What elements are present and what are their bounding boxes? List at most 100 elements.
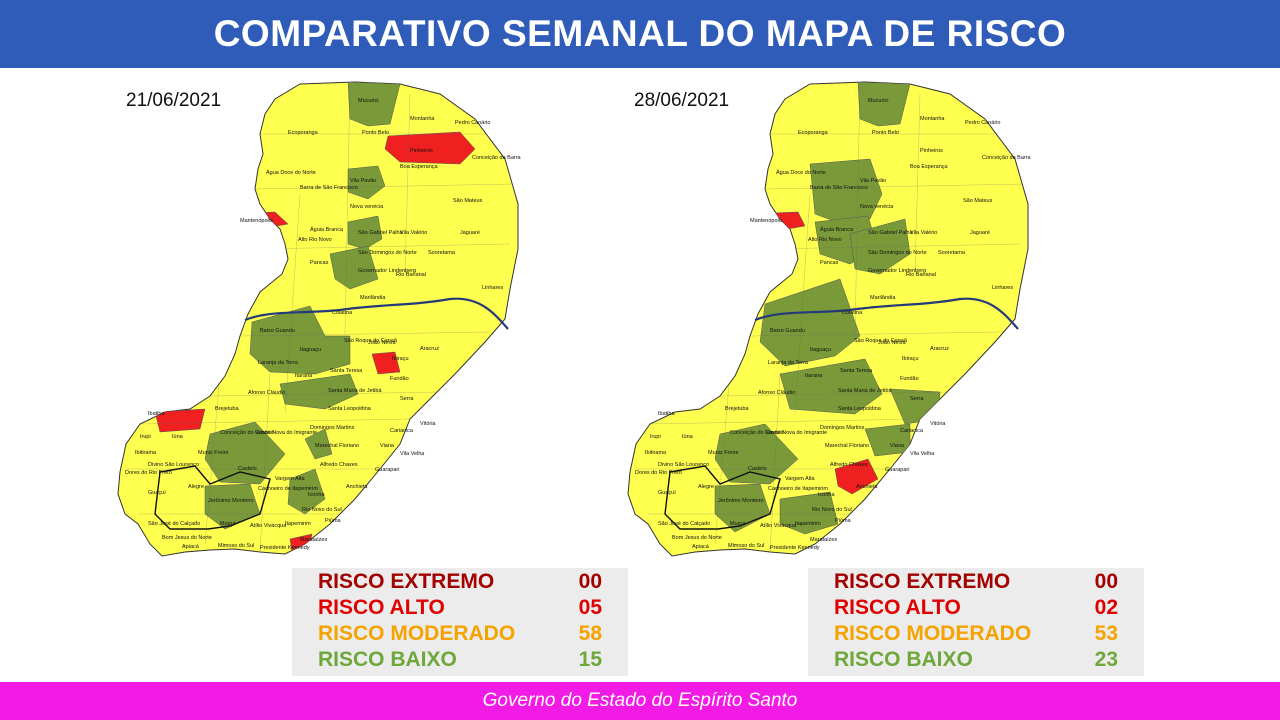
municipality-label: Ecoporanga bbox=[798, 130, 829, 136]
legend-row-extremo: RISCO EXTREMO 00 bbox=[292, 570, 628, 596]
municipality-label: Serra bbox=[910, 396, 924, 402]
municipality-label: Água Doce do Norte bbox=[776, 169, 826, 176]
municipality-label: São Roque do Canaã bbox=[854, 338, 908, 344]
municipality-label: Conceição da Barra bbox=[472, 155, 522, 161]
municipality-label: São Domingos do Norte bbox=[868, 250, 927, 256]
municipality-label: Boa Esperança bbox=[400, 164, 439, 170]
legend-value: 53 bbox=[1094, 622, 1118, 645]
municipality-label: Vargem Alta bbox=[275, 476, 305, 482]
municipal-border bbox=[404, 93, 411, 275]
municipality-label: Mantenópolis bbox=[240, 218, 273, 224]
municipal-border bbox=[794, 193, 811, 415]
legend-label: RISCO MODERADO bbox=[318, 622, 516, 645]
municipality-label: Nova venécia bbox=[860, 204, 894, 210]
municipality-label: Ibitirama bbox=[135, 450, 157, 456]
municipality-label: São Domingos do Norte bbox=[358, 250, 417, 256]
municipality-label: Muniz Freire bbox=[198, 450, 229, 456]
municipality-label: Viana bbox=[380, 443, 395, 449]
municipality-label: Conceição da Barra bbox=[982, 155, 1032, 161]
municipality-label: Baixo Guandu bbox=[260, 328, 295, 334]
municipal-border bbox=[749, 331, 1001, 337]
legend-label: RISCO BAIXO bbox=[318, 648, 457, 671]
municipality-label: Pancas bbox=[820, 260, 839, 266]
municipality-label: Piúma bbox=[325, 518, 342, 524]
rio-doce-river bbox=[244, 297, 509, 330]
municipality-label: Laranja da Terra bbox=[768, 360, 809, 366]
municipality-label: Ibatiba bbox=[148, 411, 165, 417]
municipality-label: Linhares bbox=[482, 285, 503, 291]
municipality-label: Vitória bbox=[420, 421, 436, 427]
municipality-label: Ecoporanga bbox=[288, 130, 319, 136]
municipality-label: Rio Novo do Sul bbox=[812, 507, 852, 513]
municipality-label: Brejetuba bbox=[215, 406, 239, 412]
municipality-label: Viana bbox=[890, 443, 905, 449]
low-risk-region bbox=[347, 82, 401, 127]
municipality-label: Ibitirama bbox=[645, 450, 667, 456]
municipality-label: Sooretama bbox=[428, 250, 456, 256]
municipality-label: Santa Maria de Jetibá bbox=[838, 388, 892, 394]
municipality-label: Vila Velha bbox=[400, 451, 425, 457]
low-risk-region bbox=[779, 491, 839, 535]
municipality-label: Alfredo Chaves bbox=[320, 462, 358, 468]
municipality-label: Atílio Vivácqua bbox=[760, 523, 797, 529]
municipality-label: Muqui bbox=[730, 521, 745, 527]
municipality-label: Colatina bbox=[842, 310, 863, 316]
municipal-border bbox=[209, 391, 441, 397]
municipality-label: Pinheiros bbox=[410, 148, 433, 154]
municipality-label: Santa Leopoldina bbox=[328, 406, 372, 412]
municipality-label: Pedro Canário bbox=[455, 120, 490, 126]
municipality-label: Vila Pavão bbox=[350, 178, 376, 184]
municipal-border bbox=[914, 93, 921, 275]
low-risk-region bbox=[849, 218, 911, 275]
municipality-label: Castelo bbox=[238, 466, 257, 472]
legend-label: RISCO ALTO bbox=[834, 596, 961, 619]
legend-row-alto: RISCO ALTO 02 bbox=[808, 596, 1144, 622]
municipality-label: Boa Esperança bbox=[910, 164, 949, 170]
municipal-border bbox=[854, 83, 861, 335]
municipality-label: Apiacá bbox=[692, 544, 710, 550]
low-risk-region bbox=[249, 305, 351, 375]
municipality-label: Pancas bbox=[310, 260, 329, 266]
risk-map-right: Mucurici Montanha Pedro Canário Ecoporanga P… bbox=[627, 81, 1032, 557]
municipality-label: Guaçuí bbox=[148, 490, 166, 496]
municipality-label: Rio Bananal bbox=[906, 272, 936, 278]
municipality-label: Mantenópolis bbox=[750, 218, 783, 224]
municipal-border bbox=[284, 193, 301, 415]
municipal-border bbox=[719, 391, 951, 397]
municipality-label: Castelo bbox=[748, 466, 767, 472]
municipality-label: Atílio Vivácqua bbox=[250, 523, 287, 529]
municipality-label: Itarana bbox=[295, 373, 313, 379]
municipality-label: Apiacá bbox=[182, 544, 200, 550]
municipality-label: Marataízes bbox=[810, 537, 837, 543]
municipality-label: Mimoso do Sul bbox=[218, 543, 254, 549]
municipality-label: Marataízes bbox=[300, 537, 327, 543]
municipality-label: Vila Valério bbox=[910, 230, 937, 236]
high-risk-region bbox=[371, 351, 401, 375]
municipality-label: Piúma bbox=[835, 518, 852, 524]
legend-row-alto: RISCO ALTO 05 bbox=[292, 596, 628, 622]
legend-label: RISCO BAIXO bbox=[834, 648, 973, 671]
municipality-label: Santa Teresa bbox=[840, 368, 873, 374]
municipality-label: Barra de São Francisco bbox=[300, 185, 358, 191]
municipality-label: Marilândia bbox=[870, 295, 896, 301]
municipality-label: Ibiraçu bbox=[902, 356, 919, 362]
legend-row-moderado: RISCO MODERADO 58 bbox=[292, 622, 628, 648]
municipality-label: Irupi bbox=[140, 434, 151, 440]
low-risk-region bbox=[304, 428, 333, 460]
municipality-label: Mucurici bbox=[358, 98, 378, 104]
municipality-label: Cariacica bbox=[900, 428, 924, 434]
municipal-border bbox=[649, 418, 921, 425]
municipality-label: Nova venécia bbox=[350, 204, 384, 210]
municipality-label: São Mateus bbox=[453, 198, 483, 204]
municipality-label: Alegre bbox=[698, 484, 714, 490]
municipality-label: Santa Maria de Jetibá bbox=[328, 388, 382, 394]
municipality-label: Mucurici bbox=[868, 98, 888, 104]
municipality-label: Guaçuí bbox=[658, 490, 676, 496]
municipality-label: Brejetuba bbox=[725, 406, 749, 412]
date-right: 28/06/2021 bbox=[634, 90, 730, 111]
municipality-label: São José do Calçado bbox=[148, 521, 200, 527]
legend-label: RISCO ALTO bbox=[318, 596, 445, 619]
municipality-label: Águia Branca bbox=[310, 226, 344, 233]
legend-right: RISCO EXTREMO 00 RISCO ALTO 02 RISCO MOD… bbox=[808, 568, 1144, 676]
municipality-label: Divino São Lourenço bbox=[658, 462, 709, 468]
